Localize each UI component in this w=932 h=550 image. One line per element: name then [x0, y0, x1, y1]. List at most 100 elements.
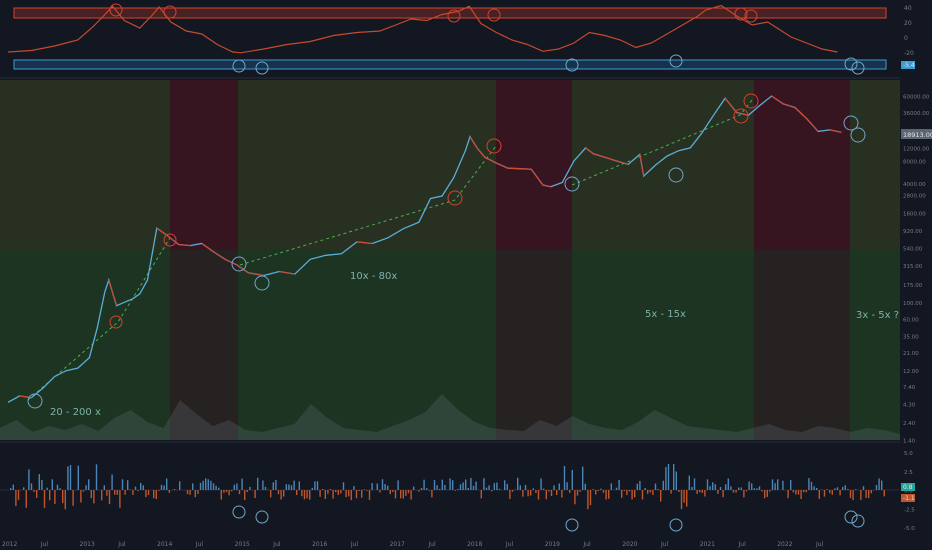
oscillator-bar	[722, 490, 724, 498]
oscillator-bar	[860, 490, 862, 500]
oscillator-bar	[730, 486, 732, 490]
oscillator-bar	[366, 490, 368, 491]
x-tick-label: 2013	[80, 541, 95, 548]
oscillator-bar	[420, 488, 423, 490]
oscillator-bar	[532, 488, 534, 490]
marker-bottom	[851, 514, 865, 528]
oscillator-bar	[712, 482, 714, 490]
oscillator-bar	[262, 480, 264, 490]
top-cycle-marker	[255, 61, 269, 75]
price-y-tick-label: 60.00	[903, 317, 919, 323]
oscillator-bar	[127, 480, 129, 490]
oscillator-bar	[615, 487, 618, 490]
oscillator-bar	[129, 489, 131, 490]
x-tick-label: Jul	[427, 541, 436, 548]
oscillator-bar	[852, 490, 854, 501]
osc-last-badge-2	[901, 494, 915, 502]
price-segment-down	[542, 184, 551, 188]
oscillator-bar	[114, 490, 116, 495]
x-tick-label: Jul	[40, 541, 49, 548]
x-tick-label: 2022	[777, 541, 792, 548]
oscillator-bar	[155, 490, 157, 500]
oscillator-bar	[597, 490, 599, 492]
zone-accumulation-4	[850, 80, 900, 440]
oscillator-bar	[608, 490, 610, 499]
oscillator-bar	[140, 483, 142, 490]
price-segment-down	[356, 241, 373, 245]
price-panel: 60000.0036000.0020000.0012000.008000.004…	[0, 80, 932, 445]
top-cycle-marker	[487, 8, 501, 22]
price-segment-down	[484, 156, 497, 164]
oscillator-bar	[441, 479, 443, 490]
oscillator-bar	[522, 490, 524, 497]
oscillator-bar	[444, 484, 446, 490]
marker-bottom	[565, 518, 579, 532]
osc-last-label-2: -1.1	[903, 495, 915, 502]
price-y-tick-label: 920.00	[903, 229, 923, 235]
oscillator-bar	[839, 490, 841, 496]
price-segment-down	[213, 251, 226, 260]
oscillator-bar	[376, 483, 378, 490]
oscillator-bar	[275, 480, 277, 490]
zone-lower-tint	[0, 250, 900, 440]
oscillator-bar	[233, 484, 235, 490]
oscillator-bar	[103, 485, 105, 490]
oscillator-bar	[51, 479, 53, 490]
oscillator-bar	[524, 484, 527, 490]
oscillator-bar	[665, 467, 667, 490]
oscillator-bar	[748, 481, 750, 490]
x-tick-label: 2020	[622, 541, 637, 548]
oscillator-bar	[631, 490, 633, 500]
oscillator-bar	[72, 490, 74, 506]
oscillator-bar	[298, 481, 300, 490]
oscillator-bar	[628, 490, 631, 492]
oscillator-bar	[353, 486, 355, 490]
oscillator-bar	[693, 478, 696, 490]
oscillator-bar	[387, 485, 389, 490]
top-y-tick-label: 0	[904, 35, 908, 42]
price-y-tick-label: 175.00	[903, 283, 923, 289]
x-tick-label: 2017	[390, 541, 405, 548]
oscillator-bar	[33, 490, 35, 492]
oscillator-bar	[379, 490, 381, 493]
oscillator-bar	[433, 479, 436, 490]
oscillator-bar	[771, 479, 774, 490]
oscillator-y-tick-label: -5.0	[904, 526, 915, 532]
oscillator-bar	[28, 469, 30, 490]
oscillator-bar	[875, 485, 878, 490]
oscillator-bar	[166, 478, 168, 490]
last-price-badge	[901, 129, 932, 139]
oscillator-bar	[743, 490, 745, 498]
oscillator-bar	[470, 477, 472, 490]
x-tick-label: Jul	[272, 541, 281, 548]
oscillator-bar	[670, 490, 672, 494]
oscillator-bar	[543, 488, 545, 490]
marker-bottom	[564, 176, 580, 192]
oscillator-bar	[808, 478, 810, 490]
price-segment-down	[771, 95, 784, 105]
annotation-cycle-2: 10x - 80x	[350, 271, 397, 282]
price-segment-down	[496, 162, 509, 169]
oscillator-bar	[77, 465, 79, 490]
oscillator-bar	[329, 489, 332, 490]
oscillator-bar	[855, 489, 857, 490]
oscillator-bar	[756, 488, 758, 490]
oscillator-bar	[335, 490, 337, 493]
oscillator-bar	[285, 484, 287, 490]
oscillator-bar	[550, 490, 553, 496]
oscillator-bar	[805, 490, 807, 493]
top-y-tick-label: -20	[904, 50, 914, 57]
oscillator-bar	[283, 490, 285, 497]
oscillator-bar	[423, 479, 425, 490]
oscillator-bar	[119, 490, 121, 508]
oscillator-bar	[623, 490, 625, 491]
x-tick-label: 2021	[700, 541, 715, 548]
price-segment-down	[616, 160, 629, 165]
top-cycle-marker	[565, 58, 579, 72]
oscillator-bar	[686, 490, 688, 507]
oscillator-markers	[232, 505, 865, 532]
price-y-tick-label: 315.00	[903, 264, 923, 270]
oscillator-bar	[639, 481, 641, 490]
oscillator-bar	[454, 490, 456, 491]
zone-accumulation-2	[238, 80, 496, 440]
